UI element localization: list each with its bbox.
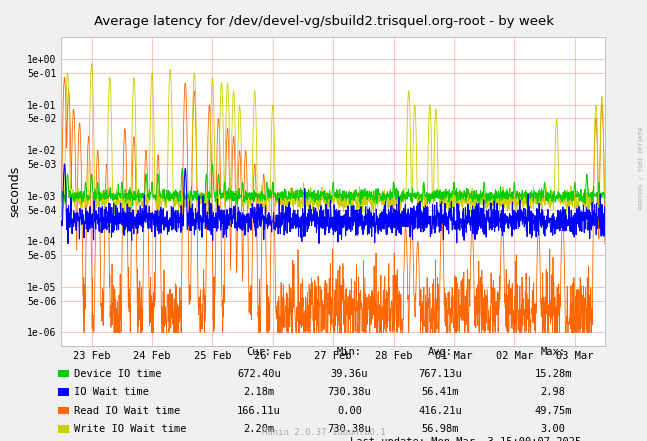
- Text: Min:: Min:: [337, 347, 362, 357]
- Text: 166.11u: 166.11u: [237, 406, 281, 415]
- Text: Avg:: Avg:: [428, 347, 452, 357]
- Text: 767.13u: 767.13u: [418, 369, 462, 378]
- Text: 2.18m: 2.18m: [243, 387, 274, 397]
- Text: Munin 2.0.37-1ubuntu0.1: Munin 2.0.37-1ubuntu0.1: [261, 428, 386, 437]
- Text: 0.00: 0.00: [337, 406, 362, 415]
- Text: 56.98m: 56.98m: [421, 424, 459, 434]
- Text: 2.98: 2.98: [541, 387, 565, 397]
- Text: 49.75m: 49.75m: [534, 406, 572, 415]
- Text: Cur:: Cur:: [247, 347, 271, 357]
- Y-axis label: seconds: seconds: [8, 166, 21, 217]
- Text: IO Wait time: IO Wait time: [74, 387, 149, 397]
- Text: RRDTOOL / TOBI OETIKER: RRDTOOL / TOBI OETIKER: [639, 126, 644, 209]
- Text: 2.20m: 2.20m: [243, 424, 274, 434]
- Text: Average latency for /dev/devel-vg/sbuild2.trisquel.org-root - by week: Average latency for /dev/devel-vg/sbuild…: [94, 15, 553, 28]
- Text: 39.36u: 39.36u: [331, 369, 368, 378]
- Text: 3.00: 3.00: [541, 424, 565, 434]
- Text: Last update: Mon Mar  3 15:00:07 2025: Last update: Mon Mar 3 15:00:07 2025: [350, 437, 582, 441]
- Text: 15.28m: 15.28m: [534, 369, 572, 378]
- Text: Device IO time: Device IO time: [74, 369, 161, 378]
- Text: Write IO Wait time: Write IO Wait time: [74, 424, 186, 434]
- Text: 730.38u: 730.38u: [327, 424, 371, 434]
- Text: 672.40u: 672.40u: [237, 369, 281, 378]
- Text: 56.41m: 56.41m: [421, 387, 459, 397]
- Text: Read IO Wait time: Read IO Wait time: [74, 406, 180, 415]
- Text: 416.21u: 416.21u: [418, 406, 462, 415]
- Text: 730.38u: 730.38u: [327, 387, 371, 397]
- Text: Max:: Max:: [541, 347, 565, 357]
